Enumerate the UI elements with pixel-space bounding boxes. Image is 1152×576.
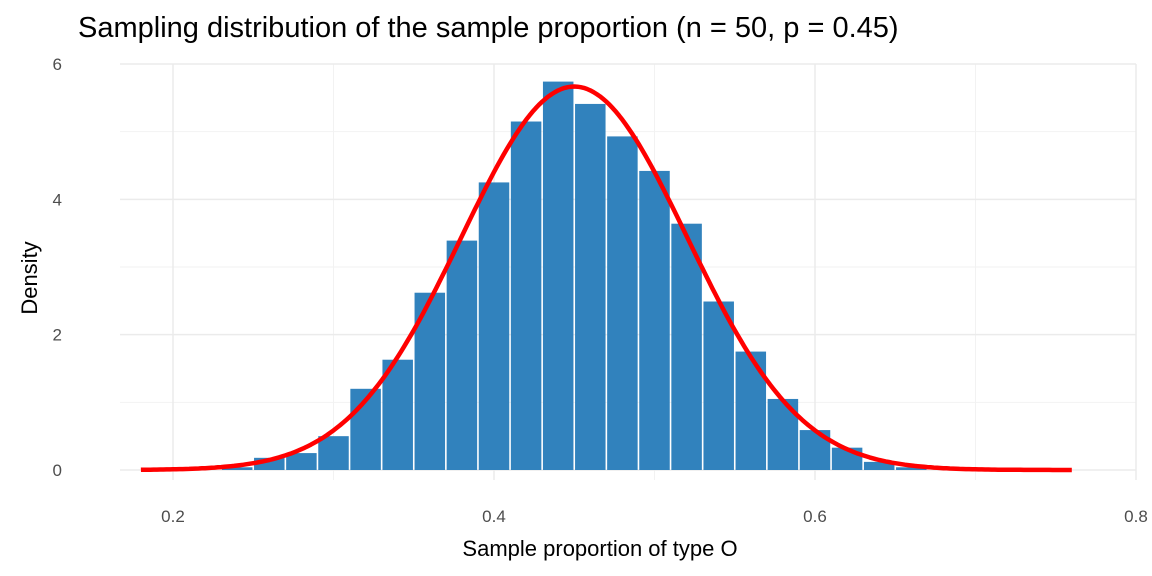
y-tick-label: 0 (53, 461, 62, 480)
x-axis-label: Sample proportion of type O (462, 536, 737, 561)
y-axis-label: Density (17, 241, 42, 314)
histogram-bar (478, 182, 510, 470)
histogram-bar (542, 81, 574, 471)
histogram-bars (221, 81, 927, 471)
histogram-bar (671, 223, 702, 470)
y-tick-label: 2 (53, 326, 62, 345)
axis-ticks: 0.2 0.4 0.6 0.8 0 2 4 6 (53, 55, 1148, 526)
histogram-bar (286, 453, 317, 470)
chart-title: Sampling distribution of the sample prop… (78, 12, 899, 44)
histogram-bar (575, 103, 606, 470)
histogram-bar (318, 436, 349, 470)
x-tick-label: 0.8 (1124, 507, 1148, 526)
histogram-bar (510, 121, 542, 471)
histogram-bar (382, 359, 413, 470)
normal-curve (140, 84, 1072, 473)
histogram-bar (221, 467, 253, 470)
x-tick-label: 0.6 (803, 507, 827, 526)
histogram-bar (703, 301, 734, 470)
histogram-bar (607, 136, 638, 471)
x-tick-label: 0.4 (482, 507, 506, 526)
y-tick-label: 4 (53, 190, 62, 209)
x-tick-label: 0.2 (161, 507, 185, 526)
histogram-bar (639, 170, 670, 470)
histogram-bar (446, 240, 478, 470)
histogram-bar (863, 461, 895, 470)
y-tick-label: 6 (53, 55, 62, 74)
histogram-bar (896, 467, 927, 470)
